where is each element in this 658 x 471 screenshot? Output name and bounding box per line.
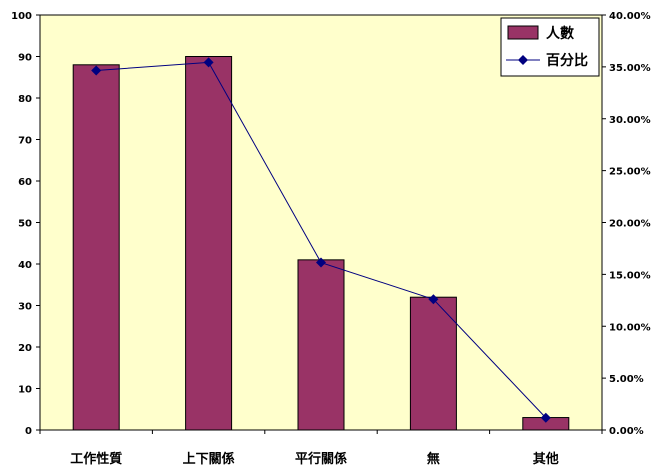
legend: 人數 百分比 [500,17,600,77]
y2-tick-label: 40.00% [609,11,651,22]
percent-point-5 [540,412,551,423]
y-tick-label: 60 [18,177,32,188]
legend-label-percent: 百分比 [546,52,588,69]
y-tick-label: 40 [18,260,32,271]
y-tick-label: 50 [18,219,32,230]
y2-tick-label: 0.00% [609,426,644,437]
bar-2 [185,56,233,431]
bar-3 [297,259,345,431]
percent-point-1 [91,65,102,76]
y2-tick-label: 20.00% [609,219,651,230]
bar-1 [72,64,120,431]
y-tick-label: 0 [25,426,32,437]
y2-tick-label: 35.00% [609,63,651,74]
y-tick-label: 30 [18,302,32,313]
bar-4 [409,296,457,431]
x-tick-label: 上下關係 [183,451,235,467]
y2-tick-label: 5.00% [609,374,644,385]
x-tick-label: 其他 [533,451,559,467]
y-tick-label: 80 [18,94,32,105]
y-tick-label: 20 [18,343,32,354]
percent-point-3 [316,257,326,268]
percent-point-4 [428,294,439,305]
y2-tick-label: 25.00% [609,167,651,178]
x-tick-label: 工作性質 [70,451,122,467]
y-tick-label: 70 [18,136,32,147]
y-tick-label: 10 [18,385,32,396]
percent-point-2 [203,57,214,68]
y-tick-label: 100 [11,11,32,22]
y2-tick-label: 10.00% [609,322,651,333]
legend-swatch-marker [518,55,528,65]
x-tick-label: 無 [427,451,440,467]
y2-tick-label: 15.00% [609,270,651,281]
legend-swatch-bar [507,25,539,40]
y2-tick-label: 30.00% [609,115,651,126]
y-tick-label: 90 [18,53,32,64]
x-tick-label: 平行關係 [295,451,347,467]
legend-label-count: 人數 [546,25,574,42]
